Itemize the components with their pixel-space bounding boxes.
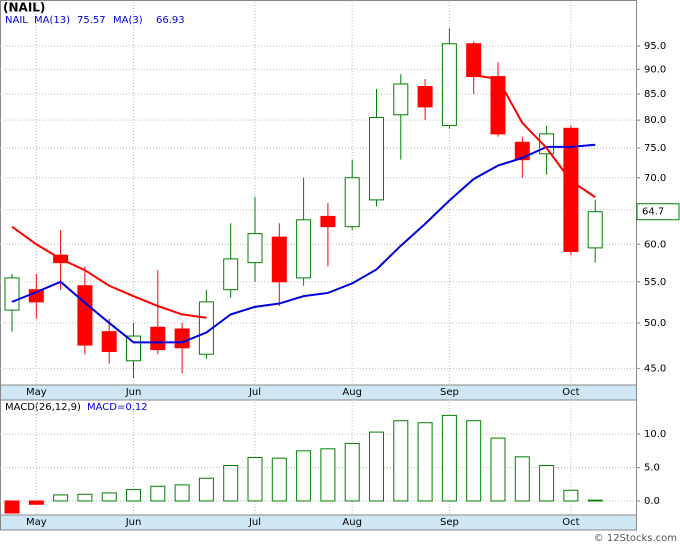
last-price-label: 64.7	[642, 207, 664, 218]
candle-body	[101, 331, 117, 352]
legend-name: MA(13)	[34, 15, 70, 26]
x-tick-label: May	[26, 387, 47, 398]
legend-value: 75.57	[77, 15, 106, 26]
macd-bar	[514, 456, 530, 502]
macd-bar	[563, 489, 579, 502]
candle-body	[320, 215, 336, 228]
x-tick-label: Aug	[342, 517, 362, 528]
macd-bar	[101, 492, 117, 502]
candle-body	[490, 76, 506, 135]
y-tick-label: 60.0	[644, 239, 666, 250]
candle-body	[369, 116, 384, 201]
macd-bar	[271, 457, 287, 502]
macd-bar	[150, 485, 166, 502]
candle-body	[174, 328, 190, 349]
macd-bar	[466, 420, 482, 502]
y-tick-label: 95.0	[644, 41, 666, 52]
candle-body	[441, 43, 457, 127]
legend-ticker: NAIL	[5, 15, 28, 26]
x-tick-label: May	[26, 517, 47, 528]
candle-body	[417, 85, 433, 108]
macd-bar	[223, 465, 239, 502]
ma-line	[11, 74, 596, 319]
frame	[0, 0, 637, 516]
candle-body	[150, 326, 166, 351]
y-tick-label: 50.0	[644, 318, 666, 329]
x-tick-label: Aug	[342, 387, 362, 398]
candle-body	[126, 335, 141, 362]
candle-body	[247, 233, 263, 264]
y-tick-label: 5.0	[644, 463, 660, 474]
macd-bar	[417, 422, 433, 502]
macd-bar	[4, 500, 20, 514]
candle-body	[77, 285, 93, 346]
y-tick-label: 75.0	[644, 143, 666, 154]
y-tick-label: 80.0	[644, 115, 666, 126]
macd-bar	[174, 484, 190, 502]
chart-title: (NAIL)	[3, 1, 45, 15]
last-price-box	[636, 203, 680, 221]
y-tick-label: 90.0	[644, 64, 666, 75]
x-tick-label: Jun	[125, 387, 142, 398]
y-tick-label: 55.0	[644, 277, 666, 288]
candle-body	[296, 219, 312, 279]
macd-bar	[441, 414, 457, 502]
macd-bar	[344, 442, 360, 502]
legend-name: MA(3)	[113, 15, 143, 26]
macd-title: MACD(26,12,9)	[5, 402, 81, 413]
macd-bar	[587, 499, 603, 502]
y-tick-label: 70.0	[644, 173, 666, 184]
candle-body	[271, 236, 287, 283]
macd-bar	[247, 456, 263, 502]
macd-bar	[393, 420, 409, 502]
macd-bar	[28, 500, 44, 505]
macd-bar	[296, 450, 312, 502]
y-tick-label: 45.0	[644, 363, 666, 374]
candle-body	[223, 258, 239, 291]
x-tick-label: Jun	[125, 517, 142, 528]
y-tick-label: 85.0	[644, 89, 666, 100]
ma-line	[11, 143, 596, 344]
x-tick-label: Oct	[562, 387, 579, 398]
macd-bar	[369, 431, 384, 502]
candle-body	[4, 277, 20, 311]
macd-bar	[539, 465, 555, 502]
macd-bar	[77, 493, 93, 502]
candle-body	[563, 127, 579, 253]
y-tick-label: 10.0	[644, 429, 666, 440]
date-band	[0, 384, 637, 401]
candle-body	[466, 43, 482, 78]
macd-bar	[320, 448, 336, 502]
macd-legend: MACD=0.12	[87, 402, 148, 413]
macd-bar	[490, 437, 506, 502]
x-tick-label: Jul	[248, 387, 261, 398]
y-tick-label: 0.0	[644, 496, 660, 507]
x-tick-label: Oct	[562, 517, 579, 528]
macd-bar	[198, 477, 214, 502]
candle-body	[344, 177, 360, 228]
macd-bar	[126, 489, 141, 502]
candle-body	[393, 83, 409, 116]
legend-value: 66.93	[156, 15, 185, 26]
x-tick-label: Sep	[440, 517, 459, 528]
date-band	[0, 514, 637, 531]
x-tick-label: Jul	[248, 517, 261, 528]
macd-bar	[53, 494, 69, 502]
footer: © 12Stocks.com	[594, 533, 677, 544]
x-tick-label: Sep	[440, 387, 459, 398]
candle-body	[587, 211, 603, 249]
